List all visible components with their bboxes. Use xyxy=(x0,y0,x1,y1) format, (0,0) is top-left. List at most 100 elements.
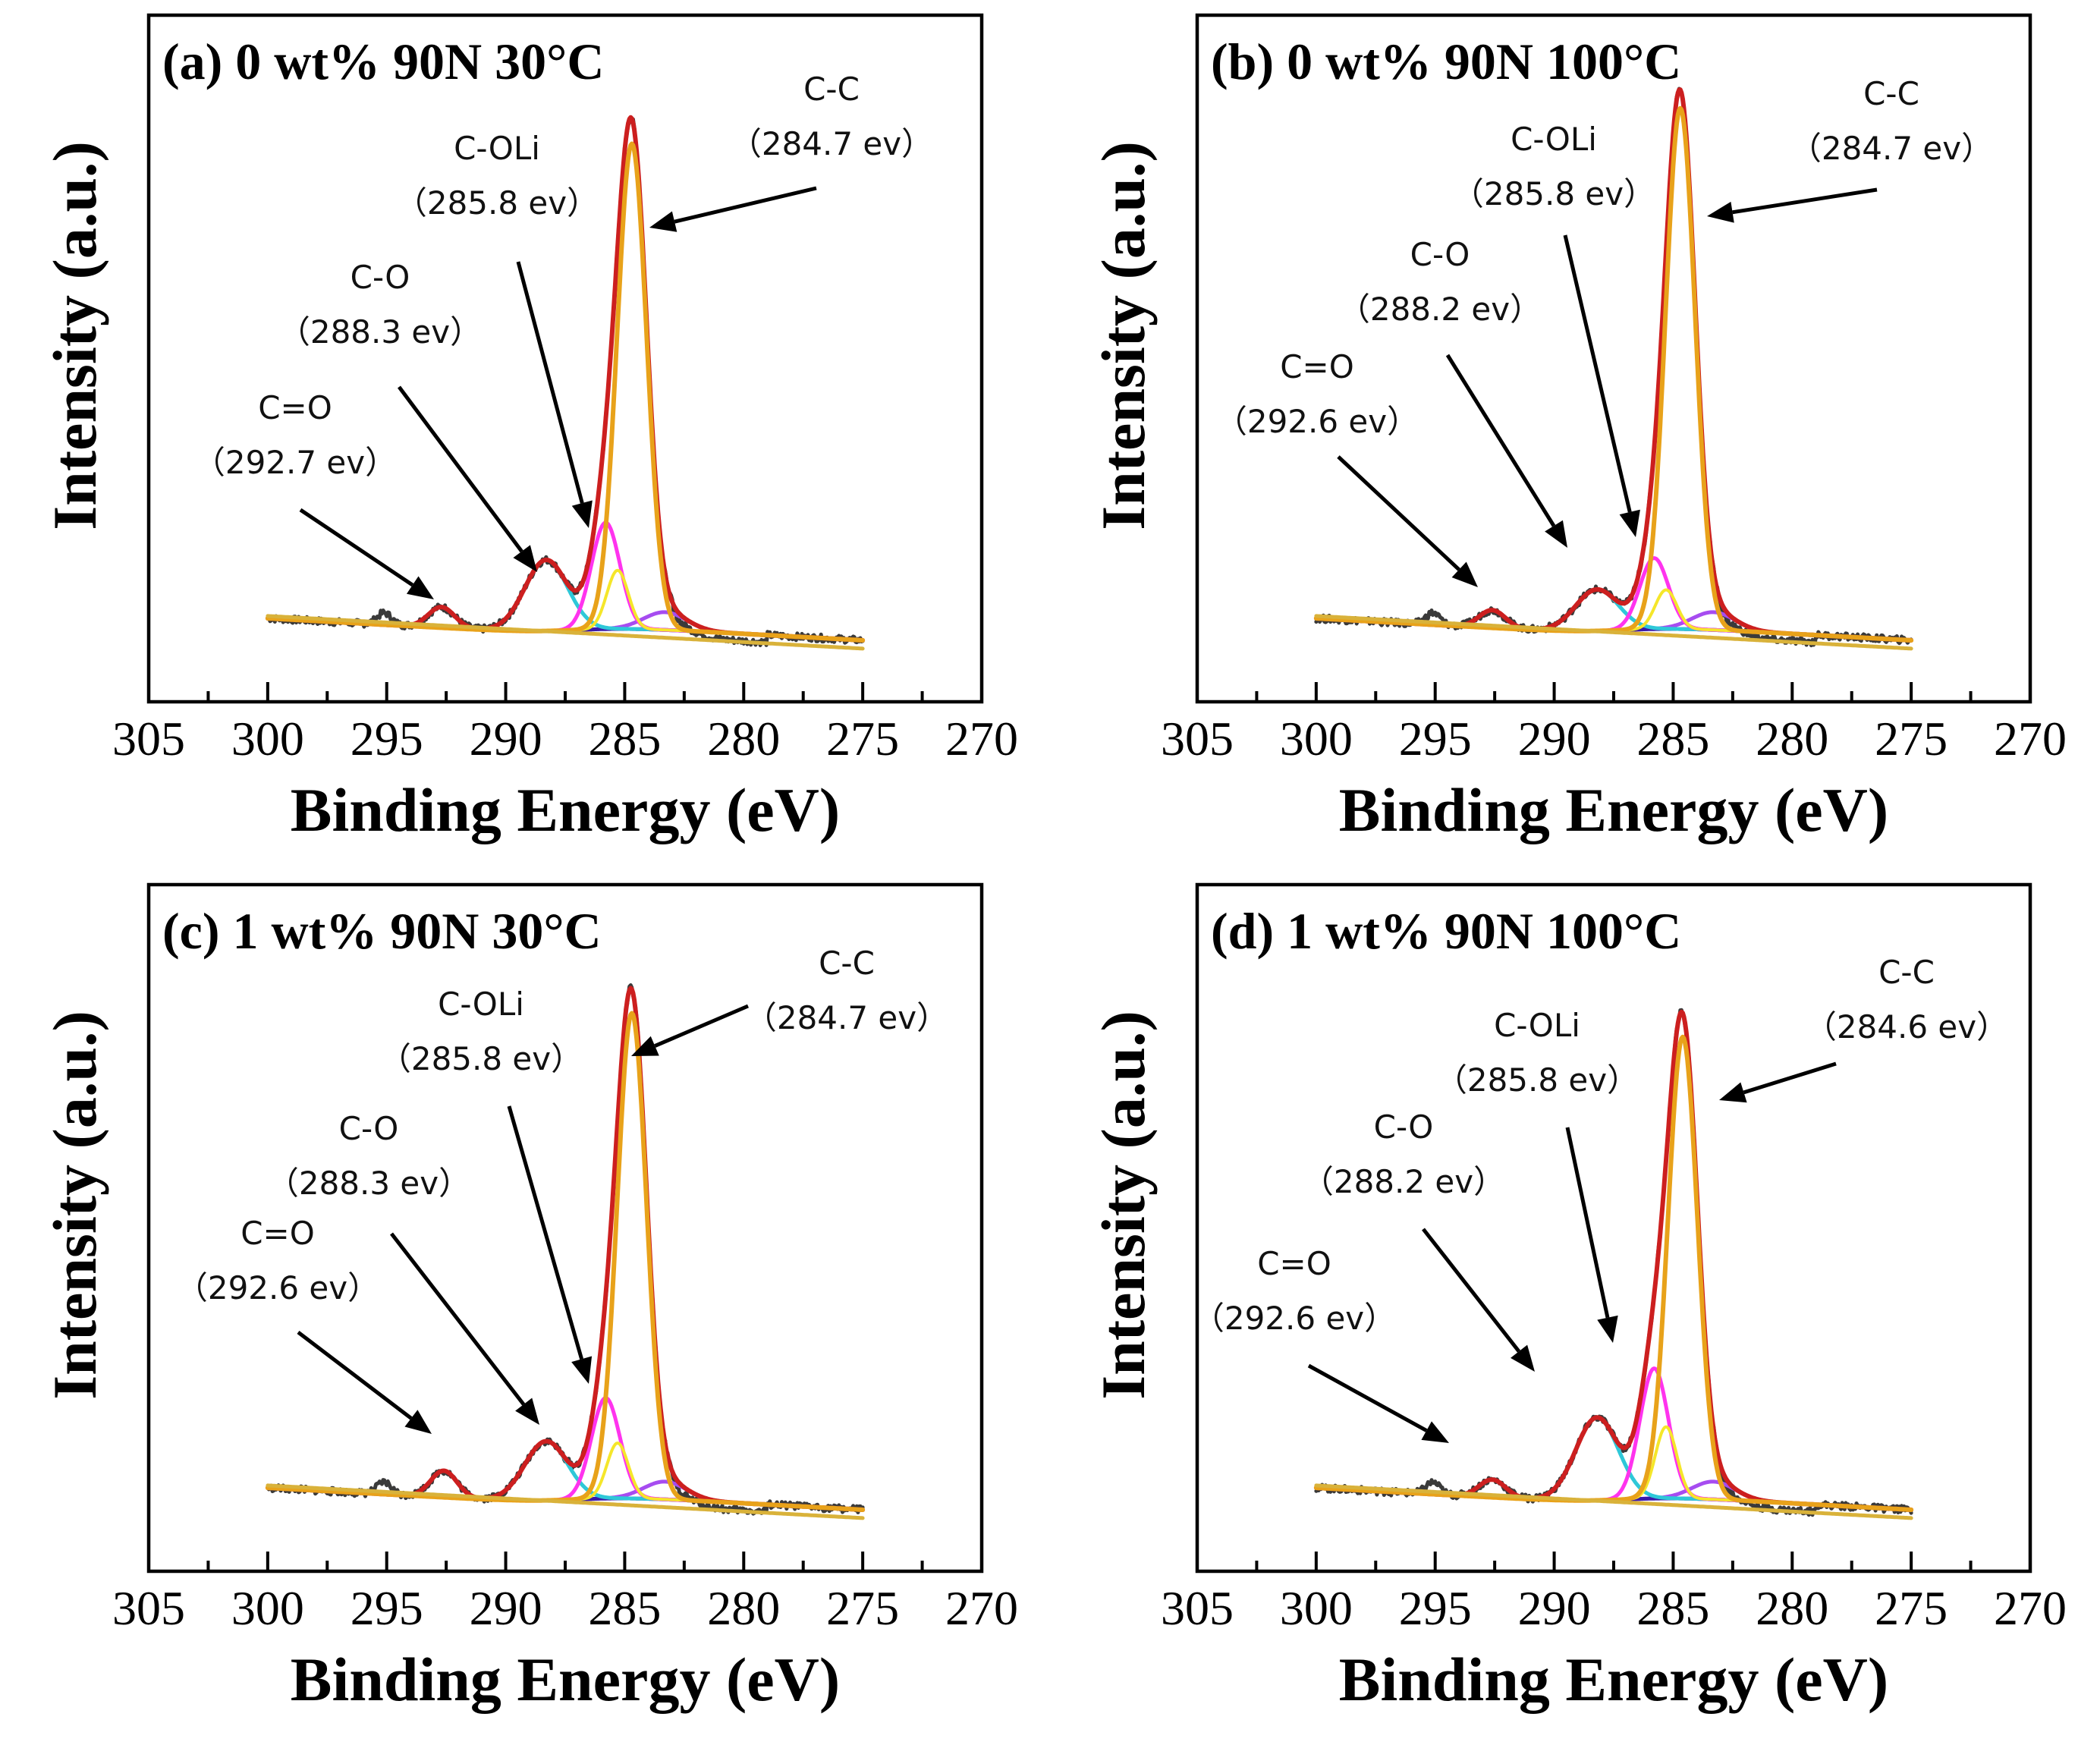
x-tick-label: 285 xyxy=(1636,712,1709,766)
peak-arrow xyxy=(1422,1228,1535,1372)
peak-annotation-cc: C-C （284.7 ev） xyxy=(631,945,948,1056)
peak-label-value: （292.6 ev） xyxy=(1193,1300,1396,1337)
arrow-shaft xyxy=(507,1105,584,1360)
arrow-head xyxy=(1597,1315,1618,1343)
peak-label-value: （284.6 ev） xyxy=(1805,1008,2008,1045)
panel-title: (b) 0 wt% 90N 100°C xyxy=(1211,33,1681,90)
y-axis-label: Intensity (a.u.) xyxy=(1089,141,1158,530)
arrow-head xyxy=(1421,1421,1449,1443)
arrow-shaft xyxy=(1563,234,1632,513)
panel-title: (a) 0 wt% 90N 30°C xyxy=(162,33,604,90)
arrow-shaft xyxy=(1445,354,1556,527)
peak-label-name: C-C xyxy=(1863,75,1919,112)
peak-annotation-co: C=O （292.6 ev） xyxy=(1193,1245,1449,1443)
peak-annotation-co: C=O （292.6 ev） xyxy=(1215,348,1478,587)
x-tick-label: 290 xyxy=(1518,1581,1591,1635)
x-axis-ticks xyxy=(1196,682,2032,702)
peak-arrow xyxy=(507,1105,593,1384)
peak-label-name: C=O xyxy=(240,1215,315,1252)
arrow-head xyxy=(571,1356,593,1384)
arrow-head xyxy=(406,576,434,599)
x-axis-label: Binding Energy (eV) xyxy=(1339,775,1888,844)
peak-arrow xyxy=(1563,234,1640,537)
peak-label-name: C-C xyxy=(1878,954,1935,991)
arrow-shaft xyxy=(654,1004,749,1048)
peak-label-value: （288.3 ev） xyxy=(267,1165,470,1202)
peak-label-name: C-O xyxy=(1374,1108,1434,1146)
x-tick-label: 275 xyxy=(826,1581,899,1635)
peak-annotation-co: C-O （288.3 ev） xyxy=(267,1110,539,1425)
arrow-head xyxy=(571,500,593,528)
peak-annotation-co: C=O （292.6 ev） xyxy=(176,1215,432,1434)
arrow-head xyxy=(1511,1344,1535,1372)
x-tick-label: 280 xyxy=(1756,712,1828,766)
x-axis-ticks xyxy=(1196,1552,2032,1571)
peak-label-value: （284.7 ev） xyxy=(745,999,948,1036)
arrow-head xyxy=(1619,509,1640,537)
x-tick-label: 295 xyxy=(1399,712,1472,766)
peak-annotation-coli: C-OLi （285.8 ev） xyxy=(379,986,593,1384)
x-tick-label: 290 xyxy=(470,1581,542,1635)
arrow-head xyxy=(649,211,677,232)
arrow-head xyxy=(1707,201,1734,223)
x-tick-label: 290 xyxy=(1518,712,1591,766)
x-tick-label: 275 xyxy=(1875,1581,1948,1635)
x-axis-label: Binding Energy (eV) xyxy=(291,1645,840,1714)
peak-arrow xyxy=(1445,354,1567,548)
peak-annotation-co: C-O （288.2 ev） xyxy=(1338,236,1567,548)
chart-panel-b: 305 300 295 290 285 280 275 270 Binding Energy (… xyxy=(1089,13,2067,844)
peak-label-value: （284.7 ev） xyxy=(1790,130,1993,167)
baseline-fit-line xyxy=(266,1483,865,1520)
panel-title: (d) 1 wt% 90N 100°C xyxy=(1211,902,1681,960)
x-tick-label: 300 xyxy=(231,712,304,766)
arrow-shaft xyxy=(390,1232,526,1406)
peak-label-name: C=O xyxy=(1257,1245,1331,1282)
peak-annotation-coli: C-OLi （285.8 ev） xyxy=(1435,1007,1639,1343)
peak-annotation-co: C-O （288.2 ev） xyxy=(1302,1108,1535,1372)
arrow-shaft xyxy=(1732,187,1878,215)
x-tick-label: 270 xyxy=(1994,712,2067,766)
peak-label-value: （288.2 ev） xyxy=(1302,1163,1505,1200)
peak-arrow xyxy=(397,385,537,572)
x-axis-label: Binding Energy (eV) xyxy=(291,775,840,844)
arrow-head xyxy=(513,545,537,572)
arrow-shaft xyxy=(1307,1363,1428,1432)
peak-label-name: C-O xyxy=(339,1110,399,1147)
peak-label-value: （285.8 ev） xyxy=(1452,175,1655,212)
peak-label-name: C=O xyxy=(1280,348,1354,385)
peak-label-value: （285.8 ev） xyxy=(379,1040,583,1077)
x-tick-label: 285 xyxy=(588,1581,661,1635)
peak-label-value: （285.8 ev） xyxy=(1435,1061,1639,1099)
baseline-fit-line xyxy=(1314,1483,1913,1520)
peak-label-value: （292.6 ev） xyxy=(176,1269,379,1306)
peak-annotation-cc: C-C （284.7 ev） xyxy=(649,71,933,232)
x-tick-label: 270 xyxy=(1994,1581,2067,1635)
peak-arrow xyxy=(390,1232,539,1425)
x-axis-ticks xyxy=(147,682,983,702)
component-line-cc xyxy=(265,1011,866,1512)
peak-label-name: C-O xyxy=(351,259,410,296)
arrow-head xyxy=(631,1036,659,1056)
arrow-shaft xyxy=(1565,1127,1610,1319)
peak-label-value: （292.6 ev） xyxy=(1215,403,1419,440)
peak-arrow xyxy=(1337,455,1478,587)
arrow-head xyxy=(404,1410,432,1434)
x-tick-label: 285 xyxy=(588,712,661,766)
x-tick-label: 305 xyxy=(1161,1581,1234,1635)
peak-label-value: （285.8 ev） xyxy=(395,184,599,222)
x-tick-label: 275 xyxy=(826,712,899,766)
x-tick-label: 295 xyxy=(351,1581,423,1635)
peak-annotation-cc: C-C （284.6 ev） xyxy=(1719,954,2008,1103)
arrow-shaft xyxy=(516,261,584,504)
arrow-shaft xyxy=(1422,1228,1521,1353)
peak-arrow xyxy=(1719,1061,1837,1103)
peak-label-name: C-O xyxy=(1410,236,1470,273)
panel-title: (c) 1 wt% 90N 30°C xyxy=(162,902,602,960)
raw-spectrum-line xyxy=(1314,86,1913,648)
arrow-shaft xyxy=(1743,1061,1837,1095)
x-tick-label: 305 xyxy=(112,1581,185,1635)
x-tick-label: 290 xyxy=(470,712,542,766)
arrow-shaft xyxy=(674,186,817,224)
